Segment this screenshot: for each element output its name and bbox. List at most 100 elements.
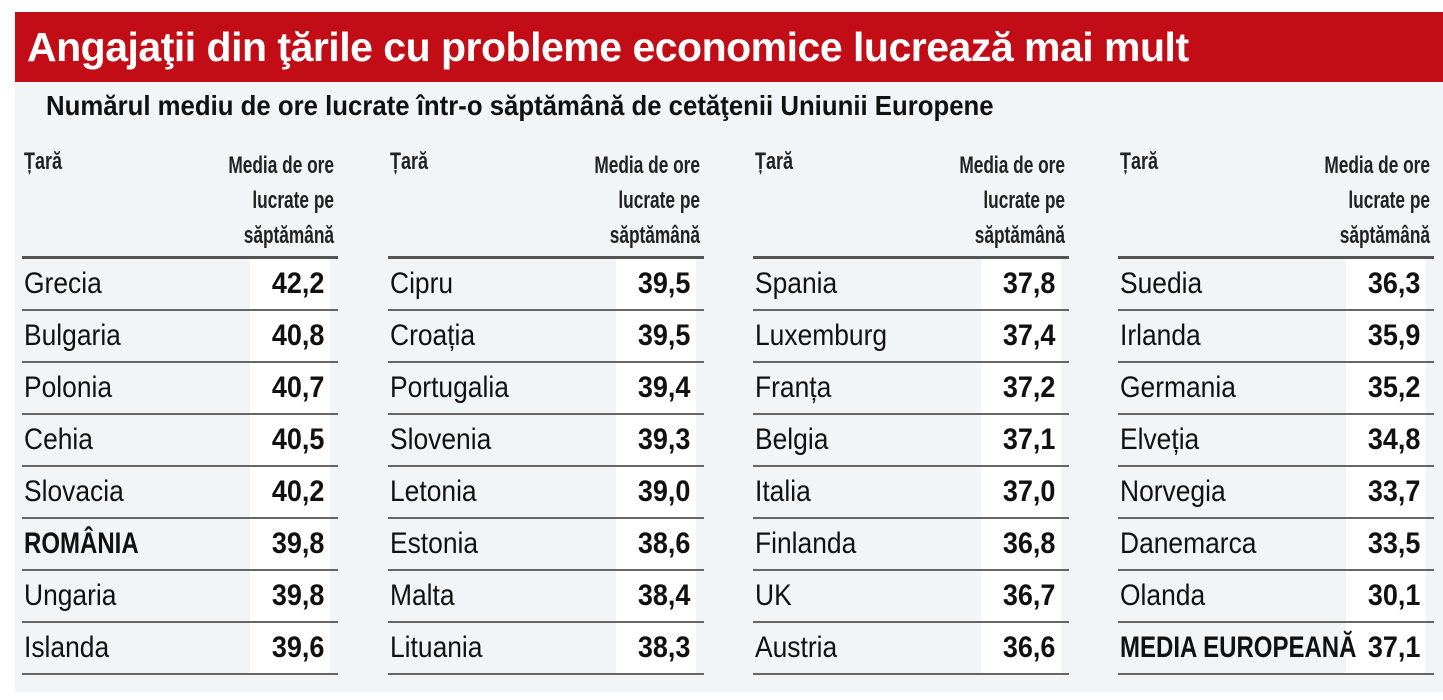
hours-value: 37,0 — [1002, 475, 1055, 508]
country-name: Lituania — [390, 631, 483, 664]
table-group: Țară Media de ore lucrate pe săptămână S… — [1118, 148, 1434, 675]
table-row: Austria 36,6 — [753, 623, 1069, 675]
table-row: Cipru 39,5 — [388, 259, 704, 311]
country-name: Luxemburg — [755, 319, 888, 352]
country-name: ROMÂNIA — [24, 527, 139, 560]
table-row: Malta 38,4 — [388, 571, 704, 623]
value-cell-background — [616, 259, 696, 309]
table-row: Portugalia 39,4 — [388, 363, 704, 415]
table-row: Lituania 38,3 — [388, 623, 704, 675]
country-name: Slovacia — [24, 475, 124, 508]
country-name: Cehia — [24, 423, 93, 456]
table-row: Suedia 36,3 — [1118, 259, 1434, 311]
hours-value: 39,4 — [637, 371, 690, 404]
table-row: Finlanda 36,8 — [753, 519, 1069, 571]
table-row: Elveția 34,8 — [1118, 415, 1434, 467]
value-cell-background — [981, 519, 1061, 569]
country-name: Italia — [755, 475, 811, 508]
country-name: Danemarca — [1120, 527, 1257, 560]
table-group: Țară Media de ore lucrate pe săptămână C… — [388, 148, 704, 675]
hours-value: 35,2 — [1367, 371, 1420, 404]
hours-value: 39,8 — [271, 527, 324, 560]
country-name: Cipru — [390, 267, 454, 300]
hours-value: 36,6 — [1002, 631, 1055, 664]
country-name: Germania — [1120, 371, 1236, 404]
country-name: Slovenia — [390, 423, 492, 456]
value-cell-background — [981, 259, 1061, 309]
hours-value: 37,1 — [1002, 423, 1055, 456]
table-row: Norvegia 33,7 — [1118, 467, 1434, 519]
country-name: Elveția — [1120, 423, 1200, 456]
header-country: Țară — [1120, 148, 1159, 175]
hours-value: 37,1 — [1367, 631, 1420, 664]
table-row: Slovenia 39,3 — [388, 415, 704, 467]
table-row: Irlanda 35,9 — [1118, 311, 1434, 363]
value-cell-background — [616, 467, 696, 517]
header-value: Media de ore lucrate pe săptămână — [959, 152, 1065, 249]
value-cell-background — [1346, 415, 1426, 465]
value-cell-background — [1346, 467, 1426, 517]
hours-value: 33,7 — [1367, 475, 1420, 508]
table-row: Estonia 38,6 — [388, 519, 704, 571]
table-row: Italia 37,0 — [753, 467, 1069, 519]
value-cell-background — [250, 519, 330, 569]
table-row: ROMÂNIA 39,8 — [22, 519, 338, 571]
country-name: Croația — [390, 319, 476, 352]
table-row: Danemarca 33,5 — [1118, 519, 1434, 571]
value-cell-background — [616, 415, 696, 465]
value-cell-background — [1346, 259, 1426, 309]
table-row: Olanda 30,1 — [1118, 571, 1434, 623]
table-row: Franța 37,2 — [753, 363, 1069, 415]
hours-value: 30,1 — [1367, 579, 1420, 612]
value-cell-background — [1346, 623, 1426, 673]
table-group: Țară Media de ore lucrate pe săptămână S… — [753, 148, 1069, 675]
table-row: MEDIA EUROPEANĂ 37,1 — [1118, 623, 1434, 675]
hours-value: 40,7 — [271, 371, 324, 404]
value-cell-background — [616, 623, 696, 673]
value-cell-background — [616, 311, 696, 361]
value-cell-background — [981, 415, 1061, 465]
table-row: Bulgaria 40,8 — [22, 311, 338, 363]
table-header: Țară Media de ore lucrate pe săptămână — [753, 148, 1069, 259]
table-group: Țară Media de ore lucrate pe săptămână G… — [22, 148, 338, 675]
table-row: Ungaria 39,8 — [22, 571, 338, 623]
value-cell-background — [250, 311, 330, 361]
value-cell-background — [1346, 363, 1426, 413]
country-name: Portugalia — [390, 371, 509, 404]
hours-value: 40,8 — [271, 319, 324, 352]
country-name: Belgia — [755, 423, 829, 456]
header-value: Media de ore lucrate pe săptămână — [1324, 152, 1430, 249]
table-row: Polonia 40,7 — [22, 363, 338, 415]
value-cell-background — [1346, 311, 1426, 361]
value-cell-background — [1346, 519, 1426, 569]
hours-value: 42,2 — [271, 267, 324, 300]
country-name: Franța — [755, 371, 832, 404]
subtitle: Numărul mediu de ore lucrate într-o săpt… — [46, 90, 994, 121]
table-header: Țară Media de ore lucrate pe săptămână — [22, 148, 338, 259]
header-value: Media de ore lucrate pe săptămână — [594, 152, 700, 249]
value-cell-background — [981, 363, 1061, 413]
hours-value: 33,5 — [1367, 527, 1420, 560]
country-name: Norvegia — [1120, 475, 1226, 508]
hours-value: 39,5 — [637, 319, 690, 352]
hours-value: 36,3 — [1367, 267, 1420, 300]
country-name: Estonia — [390, 527, 479, 560]
table-row: Spania 37,8 — [753, 259, 1069, 311]
table-header: Țară Media de ore lucrate pe săptămână — [1118, 148, 1434, 259]
value-cell-background — [250, 415, 330, 465]
value-cell-background — [981, 571, 1061, 621]
table-header: Țară Media de ore lucrate pe săptămână — [388, 148, 704, 259]
hours-value: 38,3 — [637, 631, 690, 664]
hours-value: 39,6 — [271, 631, 324, 664]
country-name: MEDIA EUROPEANĂ — [1120, 631, 1357, 664]
table-row: UK 36,7 — [753, 571, 1069, 623]
header-value: Media de ore lucrate pe săptămână — [228, 152, 334, 249]
table-row: Belgia 37,1 — [753, 415, 1069, 467]
title-banner: Angajaţii din ţările cu probleme economi… — [15, 12, 1443, 82]
value-cell-background — [250, 467, 330, 517]
table-row: Croația 39,5 — [388, 311, 704, 363]
value-cell-background — [1346, 571, 1426, 621]
country-name: Olanda — [1120, 579, 1206, 612]
hours-value: 36,7 — [1002, 579, 1055, 612]
country-name: Grecia — [24, 267, 102, 300]
